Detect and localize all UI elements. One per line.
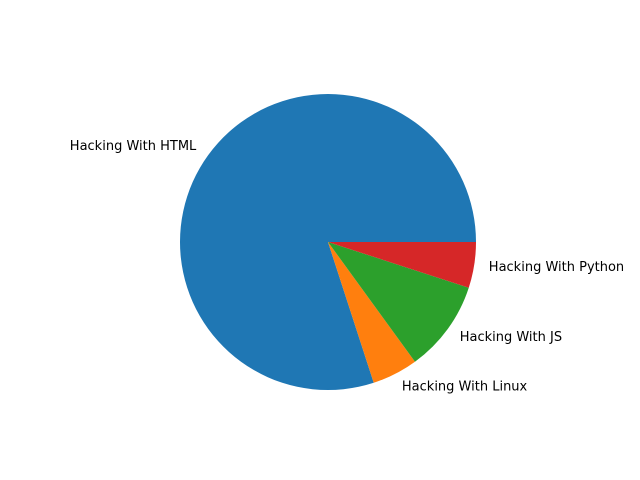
pie-label-hacking-with-html: Hacking With HTML [70, 139, 197, 154]
pie-labels: Hacking With HTML Hacking With Linux Hacki… [70, 139, 624, 395]
pie-label-hacking-with-js: Hacking With JS [460, 330, 562, 345]
pie-label-hacking-with-python: Hacking With Python [489, 260, 624, 275]
pie-slice-hacking-with-js [328, 242, 469, 362]
pie-label-hacking-with-linux: Hacking With Linux [402, 380, 528, 395]
pie-slice-hacking-with-python [328, 242, 476, 288]
pie-slice-hacking-with-html [179, 94, 476, 391]
pie-slices [179, 94, 476, 391]
pie-slice-hacking-with-linux [328, 242, 415, 383]
